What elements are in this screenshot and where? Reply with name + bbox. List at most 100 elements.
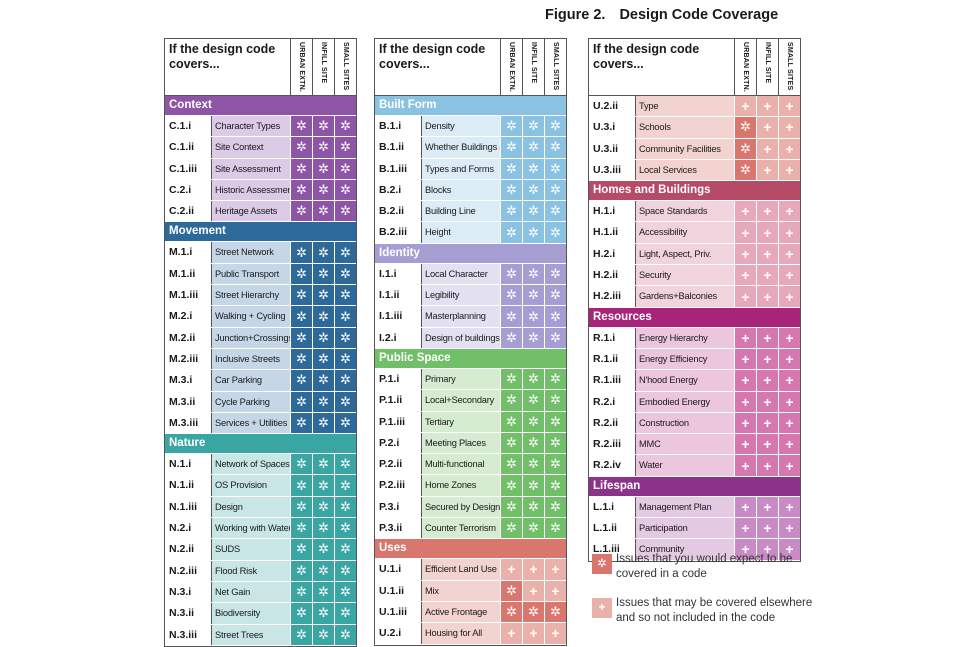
row-label: Type <box>636 96 734 117</box>
row-label: Design <box>212 496 290 518</box>
plus-icon: + <box>778 138 800 159</box>
plus-icon: + <box>756 539 778 560</box>
asterisk-icon: ✲ <box>290 581 312 603</box>
plus-icon: + <box>778 201 800 222</box>
row-code: B.2.ii <box>375 201 422 222</box>
asterisk-icon: ✲ <box>500 306 522 327</box>
asterisk-icon: ✲ <box>312 624 334 645</box>
table-row: N.3.i Net Gain ✲ ✲ ✲ <box>165 581 356 604</box>
asterisk-icon: ✲ <box>290 348 312 370</box>
legend-plus-text: Issues that may be covered elsewhere and… <box>616 597 813 624</box>
row-code: U.1.iii <box>375 601 422 623</box>
section-header: Identity <box>375 243 566 264</box>
plus-icon: + <box>544 623 566 644</box>
asterisk-icon: ✲ <box>312 560 334 581</box>
row-label: Height <box>422 222 500 243</box>
plus-icon: + <box>734 222 756 243</box>
plus-icon: + <box>734 327 756 348</box>
asterisk-icon: ✲ <box>290 560 312 581</box>
table-row: P.2.ii Multi-functional ✲ ✲ ✲ <box>375 454 566 476</box>
row-label: Junction+Crossings <box>212 327 290 348</box>
row-label: Historic Assessment <box>212 179 290 201</box>
column-header: URBAN EXTN. <box>290 39 312 95</box>
section-header: Lifespan <box>589 476 800 497</box>
row-code: C.2.ii <box>165 201 212 222</box>
column-header-label: URBAN EXTN. <box>298 42 305 93</box>
asterisk-icon: ✲ <box>734 138 756 159</box>
asterisk-icon: ✲ <box>500 116 522 137</box>
table-row: B.2.i Blocks ✲ ✲ ✲ <box>375 179 566 202</box>
row-code: N.2.i <box>165 518 212 539</box>
row-label: Whether Buildings Join <box>422 137 500 158</box>
table-row: P.1.iii Tertiary ✲ ✲ ✲ <box>375 411 566 433</box>
row-label: Design of buildings <box>422 327 500 348</box>
plus-icon: + <box>778 265 800 286</box>
row-code: P.2.iii <box>375 475 422 496</box>
plus-icon: + <box>778 455 800 476</box>
row-code: R.1.i <box>589 327 636 348</box>
row-code: I.2.i <box>375 327 422 348</box>
asterisk-icon: ✲ <box>500 263 522 285</box>
plus-icon: + <box>756 496 778 518</box>
table-row: M.3.ii Cycle Parking ✲ ✲ ✲ <box>165 391 356 413</box>
asterisk-icon: ✲ <box>334 370 356 391</box>
asterisk-icon: ✲ <box>522 285 544 306</box>
section-header: Public Space <box>375 348 566 369</box>
asterisk-icon: ✲ <box>544 158 566 179</box>
asterisk-icon: ✲ <box>334 179 356 201</box>
table-row: N.2.iii Flood Risk ✲ ✲ ✲ <box>165 560 356 582</box>
plus-icon: + <box>756 243 778 265</box>
asterisk-icon: ✲ <box>290 285 312 306</box>
row-label: Efficient Land Use <box>422 559 500 580</box>
row-label: Site Context <box>212 137 290 158</box>
row-code: R.2.ii <box>589 412 636 434</box>
row-code: C.1.ii <box>165 137 212 158</box>
plus-icon: + <box>544 559 566 580</box>
row-label: MMC <box>636 434 734 455</box>
asterisk-icon: ✲ <box>500 411 522 432</box>
asterisk-icon: ✲ <box>312 306 334 327</box>
asterisk-icon: ✲ <box>312 603 334 624</box>
asterisk-icon: ✲ <box>334 603 356 624</box>
table-row: N.1.ii OS Provision ✲ ✲ ✲ <box>165 475 356 497</box>
table-row: R.2.i Embodied Energy + + + <box>589 391 800 413</box>
row-code: M.1.iii <box>165 285 212 306</box>
asterisk-icon: ✲ <box>334 496 356 518</box>
legend-plus: + Issues that may be covered elsewhere a… <box>592 596 822 626</box>
table-row: B.1.iii Types and Forms ✲ ✲ ✲ <box>375 158 566 180</box>
asterisk-icon: ✲ <box>500 454 522 475</box>
row-label: Primary <box>422 368 500 390</box>
plus-icon: + <box>592 598 612 618</box>
column-header-label: URBAN EXTN. <box>742 42 749 93</box>
figure-title: Figure 2. Design Code Coverage <box>545 7 778 23</box>
table-header: If the design code covers... URBAN EXTN. I… <box>165 39 356 96</box>
table-row: C.1.ii Site Context ✲ ✲ ✲ <box>165 137 356 159</box>
plus-icon: + <box>778 348 800 370</box>
asterisk-icon: ✲ <box>522 432 544 454</box>
asterisk-icon: ✲ <box>544 179 566 201</box>
plus-icon: + <box>734 201 756 222</box>
table-row: M.1.iii Street Hierarchy ✲ ✲ ✲ <box>165 285 356 307</box>
asterisk-icon: ✲ <box>290 412 312 434</box>
asterisk-icon: ✲ <box>290 539 312 560</box>
table-row: R.2.ii Construction + + + <box>589 412 800 435</box>
column-header: SMALL SITES <box>544 39 566 95</box>
asterisk-icon: ✲ <box>522 454 544 475</box>
row-code: P.3.i <box>375 496 422 518</box>
asterisk-icon: ✲ <box>522 518 544 539</box>
plus-icon: + <box>756 138 778 159</box>
asterisk-icon: ✲ <box>312 454 334 475</box>
table-row: P.1.i Primary ✲ ✲ ✲ <box>375 368 566 391</box>
asterisk-icon: ✲ <box>334 348 356 370</box>
asterisk-icon: ✲ <box>544 411 566 432</box>
row-code: R.1.ii <box>589 348 636 370</box>
row-label: Local+Secondary <box>422 390 500 411</box>
column-header-label: SMALL SITES <box>552 42 559 91</box>
table-row: U.1.i Efficient Land Use + + + <box>375 559 566 581</box>
table-row: U.3.i Schools ✲ + + <box>589 117 800 139</box>
column-header: SMALL SITES <box>778 39 800 95</box>
asterisk-icon: ✲ <box>522 222 544 243</box>
asterisk-icon: ✲ <box>544 222 566 243</box>
table-row: M.2.ii Junction+Crossings ✲ ✲ ✲ <box>165 327 356 349</box>
asterisk-icon: ✲ <box>312 518 334 539</box>
